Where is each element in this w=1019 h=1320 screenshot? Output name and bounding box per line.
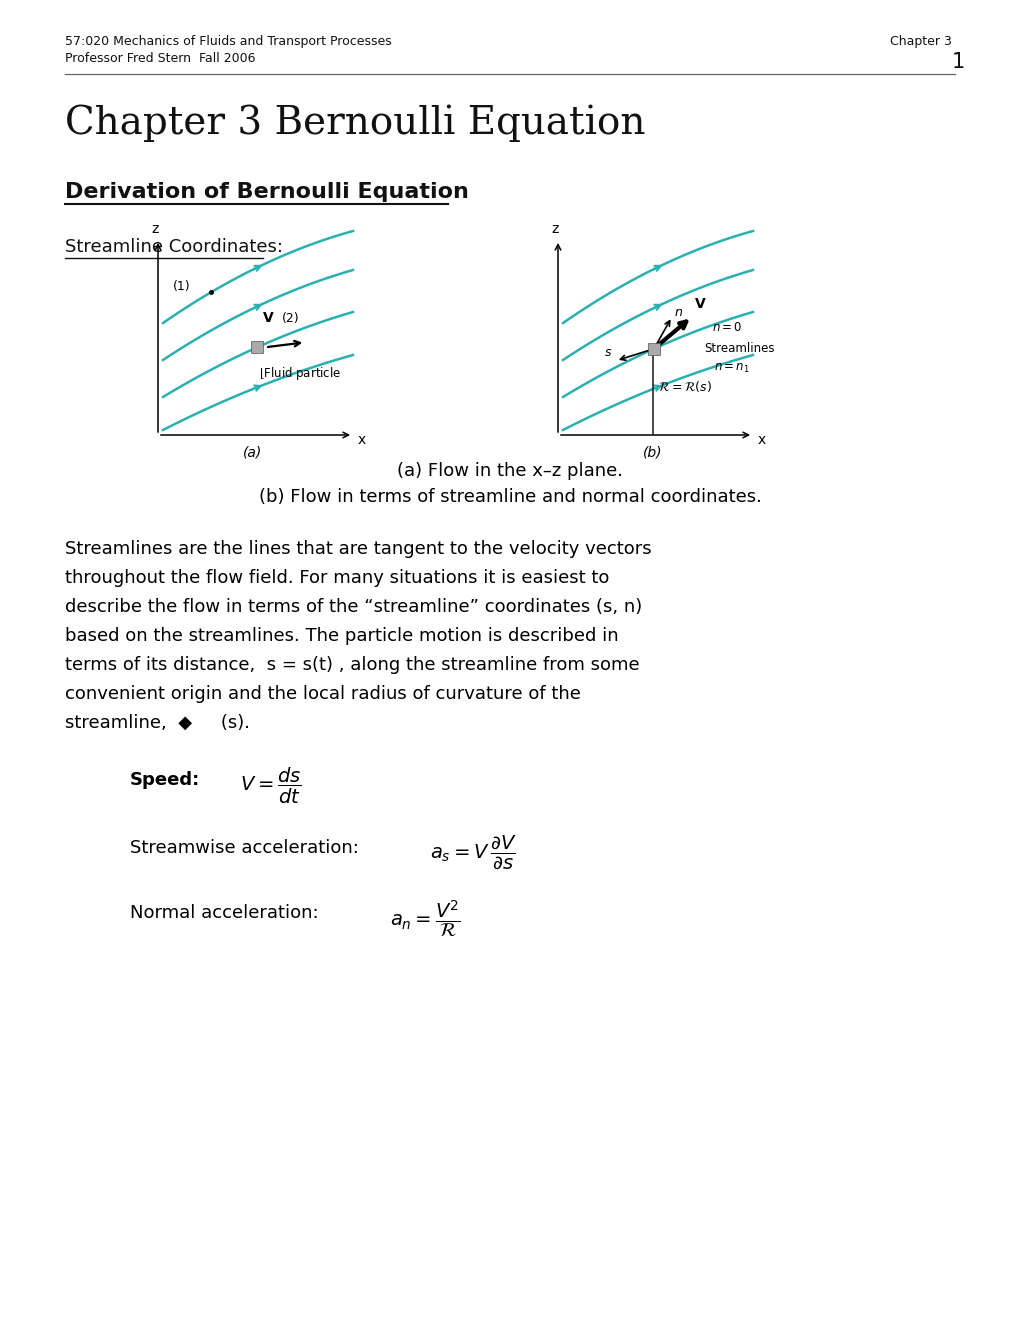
Text: $s$: $s$ [603,346,611,359]
Text: z: z [151,222,159,236]
Text: 57:020 Mechanics of Fluids and Transport Processes: 57:020 Mechanics of Fluids and Transport… [65,36,391,48]
Text: $a_n = \dfrac{V^2}{\mathcal{R}}$: $a_n = \dfrac{V^2}{\mathcal{R}}$ [389,899,461,939]
Text: z: z [551,222,558,236]
Text: $n$: $n$ [674,306,683,318]
Text: Normal acceleration:: Normal acceleration: [129,904,318,921]
Text: $a_s = V\,\dfrac{\partial V}{\partial s}$: $a_s = V\,\dfrac{\partial V}{\partial s}… [430,834,516,871]
Text: based on the streamlines. The particle motion is described in: based on the streamlines. The particle m… [65,627,618,645]
Text: $n = n_1$: $n = n_1$ [713,362,749,375]
Text: 1: 1 [951,51,964,73]
Text: Derivation of Bernoulli Equation: Derivation of Bernoulli Equation [65,182,469,202]
Text: throughout the flow field. For many situations it is easiest to: throughout the flow field. For many situ… [65,569,608,587]
Text: convenient origin and the local radius of curvature of the: convenient origin and the local radius o… [65,685,580,704]
Text: (a): (a) [244,446,262,459]
Text: describe the flow in terms of the “streamline” coordinates (s, n): describe the flow in terms of the “strea… [65,598,642,616]
Text: Streamline Coordinates:: Streamline Coordinates: [65,238,282,256]
Text: terms of its distance,  s = s(t) , along the streamline from some: terms of its distance, s = s(t) , along … [65,656,639,675]
Text: x: x [358,433,366,447]
Text: x: x [757,433,765,447]
Text: $\lfloor$Fluid particle: $\lfloor$Fluid particle [259,366,341,383]
Text: (b): (b) [643,446,662,459]
Text: Streamlines are the lines that are tangent to the velocity vectors: Streamlines are the lines that are tange… [65,540,651,558]
Text: $n = 0$: $n = 0$ [711,321,742,334]
Text: Chapter 3 Bernoulli Equation: Chapter 3 Bernoulli Equation [65,106,645,143]
Text: streamline,  ◆     (s).: streamline, ◆ (s). [65,714,250,733]
Text: Streamlines: Streamlines [703,342,773,355]
Text: $\mathbf{V}$: $\mathbf{V}$ [262,312,274,325]
Text: $\mathcal{R} = \mathcal{R}(s)$: $\mathcal{R} = \mathcal{R}(s)$ [657,380,711,395]
Text: (b) Flow in terms of streamline and normal coordinates.: (b) Flow in terms of streamline and norm… [258,488,761,506]
Text: (a) Flow in the x–z plane.: (a) Flow in the x–z plane. [396,462,623,480]
Text: Speed:: Speed: [129,771,200,789]
Text: Streamwise acceleration:: Streamwise acceleration: [129,840,359,857]
Text: (2): (2) [282,313,300,325]
Text: (1): (1) [173,280,191,293]
Text: Professor Fred Stern  Fall 2006: Professor Fred Stern Fall 2006 [65,51,255,65]
Text: Chapter 3: Chapter 3 [890,36,951,48]
Text: $\mathbf{V}$: $\mathbf{V}$ [693,297,706,310]
Text: $V = \dfrac{ds}{dt}$: $V = \dfrac{ds}{dt}$ [239,766,302,807]
